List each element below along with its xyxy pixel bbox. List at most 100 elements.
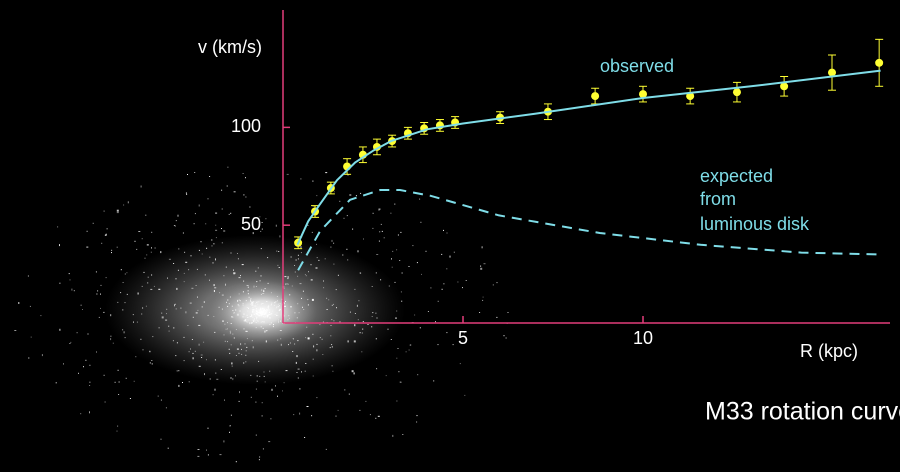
star — [333, 243, 334, 244]
star — [318, 260, 319, 261]
star — [332, 305, 333, 306]
star — [199, 250, 200, 251]
star — [78, 373, 79, 374]
star — [122, 329, 123, 330]
star — [107, 228, 108, 229]
star — [230, 378, 232, 379]
star — [110, 336, 111, 337]
star — [417, 262, 418, 263]
star — [400, 382, 401, 383]
star — [497, 282, 498, 283]
star — [222, 295, 224, 296]
star — [263, 290, 264, 291]
star — [136, 249, 137, 250]
star — [121, 269, 122, 270]
star — [264, 317, 265, 318]
star — [263, 448, 264, 449]
star — [350, 312, 351, 313]
star — [194, 223, 195, 224]
star — [311, 279, 313, 280]
star — [154, 286, 155, 287]
star — [417, 415, 418, 416]
star — [177, 342, 178, 343]
star — [252, 311, 253, 313]
star — [396, 249, 397, 250]
star — [269, 317, 271, 318]
star — [362, 333, 363, 334]
star — [261, 289, 262, 291]
star — [147, 282, 148, 283]
star — [287, 283, 288, 284]
star — [279, 310, 280, 311]
star — [464, 395, 465, 396]
star — [148, 277, 149, 278]
star — [251, 397, 252, 398]
star — [466, 280, 467, 281]
star — [322, 339, 323, 340]
star — [178, 248, 179, 249]
star — [125, 302, 126, 303]
star — [103, 312, 104, 313]
star — [193, 317, 194, 318]
star — [81, 305, 82, 306]
star — [185, 262, 187, 263]
star — [483, 297, 484, 298]
star — [280, 321, 281, 322]
star — [347, 259, 348, 260]
star — [190, 349, 191, 350]
star — [253, 321, 254, 322]
star — [238, 258, 239, 259]
star — [389, 286, 390, 287]
star — [212, 245, 213, 246]
star — [358, 250, 359, 252]
star — [402, 434, 403, 435]
star — [251, 301, 252, 302]
star — [358, 319, 359, 320]
star — [230, 425, 231, 426]
star — [186, 194, 187, 195]
star — [115, 382, 116, 383]
star — [360, 193, 361, 194]
star — [169, 331, 170, 332]
star — [307, 406, 309, 407]
star — [216, 379, 218, 380]
star — [277, 315, 278, 316]
star — [271, 292, 272, 293]
star — [222, 309, 223, 310]
star — [373, 213, 374, 214]
star — [264, 331, 265, 333]
star — [176, 308, 177, 309]
star — [194, 172, 195, 173]
star — [226, 302, 227, 303]
star — [256, 302, 257, 303]
star — [122, 309, 123, 310]
star — [259, 315, 260, 316]
star — [143, 349, 144, 350]
star — [215, 230, 217, 231]
star — [377, 318, 378, 319]
star — [365, 401, 366, 402]
star — [344, 389, 345, 390]
star — [287, 174, 289, 175]
star — [308, 271, 309, 272]
star — [224, 400, 225, 401]
star — [275, 314, 276, 315]
star — [253, 301, 254, 302]
star — [288, 284, 289, 285]
star — [96, 293, 97, 295]
star — [240, 343, 241, 345]
star — [253, 311, 254, 312]
star — [294, 265, 295, 266]
star — [328, 299, 329, 300]
star — [187, 174, 188, 175]
star — [241, 349, 242, 350]
star — [330, 335, 331, 336]
star — [89, 365, 90, 366]
star — [248, 290, 249, 291]
star — [342, 255, 343, 256]
star — [258, 361, 259, 362]
star — [110, 338, 111, 340]
star — [141, 186, 142, 188]
star — [234, 273, 235, 274]
star — [298, 255, 299, 256]
